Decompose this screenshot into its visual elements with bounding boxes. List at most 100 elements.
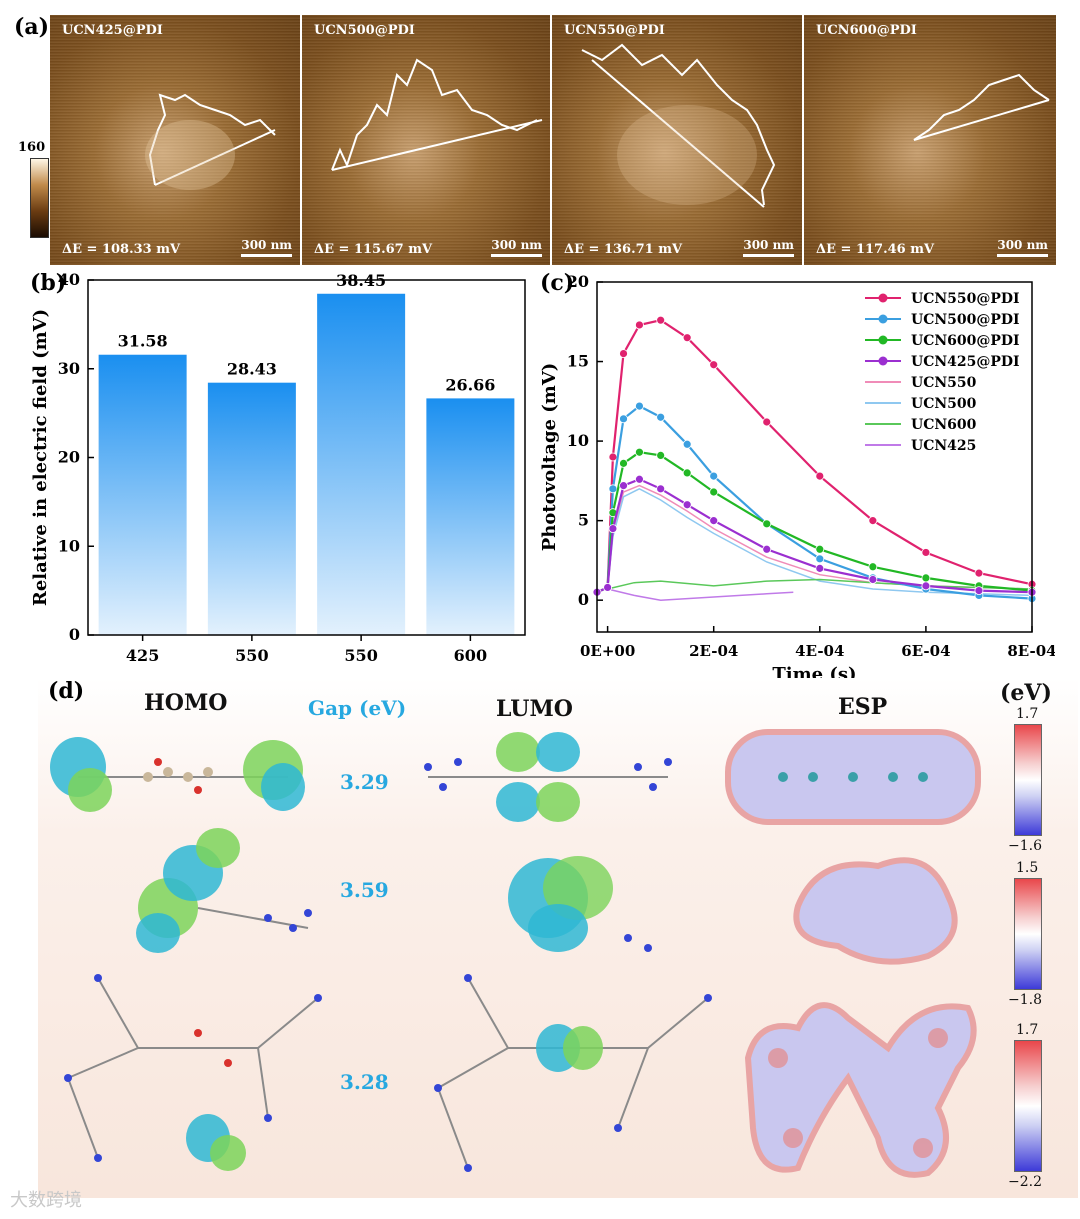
homo-orbital-1: [50, 737, 305, 812]
afm-scalebar: 300 nm: [743, 238, 794, 257]
data-point: [815, 563, 825, 573]
afm-title: UCN425@PDI: [62, 23, 163, 38]
data-point: [635, 474, 644, 484]
afm-image-ucn550: UCN550@PDI ΔE = 136.71 mV 300 nm: [552, 15, 802, 265]
y-tick-label: 10: [58, 536, 80, 555]
x-tick-label: 6E-04: [901, 642, 950, 660]
data-point: [921, 548, 931, 557]
data-point: [815, 471, 825, 481]
data-point: [868, 516, 878, 526]
data-point: [974, 586, 984, 596]
y-tick-label: 0: [69, 625, 80, 644]
data-point: [709, 516, 719, 526]
gap-value: 3.59: [340, 878, 389, 902]
y-tick-label: 40: [58, 270, 80, 289]
series-line: [596, 319, 1033, 594]
legend-label: UCN600: [911, 417, 977, 433]
x-tick-label: 425: [126, 646, 159, 665]
bar: [426, 398, 515, 635]
esp-scale-max: 1.5: [1016, 860, 1039, 876]
afm-scalebar: 300 nm: [997, 238, 1048, 257]
x-tick-label: 550: [344, 646, 377, 665]
panel-label-d: (d): [48, 678, 85, 704]
data-point: [709, 360, 719, 370]
data-point: [603, 583, 613, 592]
data-point: [619, 458, 628, 468]
legend-label: UCN550@PDI: [911, 291, 1020, 307]
esp-surface-1: [725, 729, 981, 825]
bar-value-label: 28.43: [227, 360, 277, 379]
data-point: [974, 568, 984, 578]
data-point: [762, 519, 772, 529]
afm-image-ucn600: UCN600@PDI ΔE = 117.46 mV 300 nm: [804, 15, 1056, 265]
afm-colorbar: [30, 158, 49, 238]
afm-delta-e: ΔE = 115.67 mV: [314, 242, 433, 257]
afm-delta-e: ΔE = 108.33 mV: [62, 242, 181, 257]
legend-label: UCN600@PDI: [911, 333, 1020, 349]
x-tick-label: 8E-04: [1007, 642, 1055, 660]
panel-label-c: (c): [540, 270, 575, 296]
gap-value: 3.28: [340, 1070, 389, 1094]
x-tick-label: 0E+00: [580, 642, 635, 660]
data-point: [608, 484, 618, 494]
esp-surface-2: [793, 857, 958, 965]
data-point: [868, 575, 878, 584]
afm-image-ucn425: UCN425@PDI ΔE = 108.33 mV 300 nm: [50, 15, 300, 265]
panel-label-b: (b): [30, 270, 67, 296]
data-point: [635, 401, 644, 411]
esp-scale-min: −2.2: [1008, 1174, 1042, 1190]
watermark: 大数跨境: [10, 1190, 82, 1211]
legend-marker: [878, 293, 888, 303]
esp-colorbar: [1014, 724, 1042, 836]
gap-heading: Gap (eV): [308, 696, 407, 720]
y-axis-label: Relative in electric field (mV): [30, 309, 51, 606]
esp-scale-max: 1.7: [1016, 1022, 1039, 1038]
data-point: [815, 544, 825, 554]
molecular-panel: HOMO Gap (eV) LUMO ESP (eV) 3.29 3.59 3.…: [38, 678, 1078, 1198]
data-point: [656, 412, 666, 422]
x-tick-label: 2E-04: [689, 642, 738, 660]
data-point: [815, 554, 825, 564]
legend-marker: [878, 356, 888, 366]
y-tick-label: 30: [58, 359, 80, 378]
legend-marker: [878, 335, 888, 345]
plot-frame: [596, 281, 1033, 633]
data-point: [762, 544, 772, 554]
esp-scale-min: −1.6: [1008, 838, 1042, 854]
afm-title: UCN500@PDI: [314, 23, 415, 38]
legend-label: UCN425: [911, 438, 976, 454]
data-point: [921, 573, 931, 583]
data-point: [921, 581, 931, 591]
data-point: [608, 524, 618, 533]
legend-marker: [878, 314, 888, 324]
lumo-heading: LUMO: [496, 696, 573, 722]
y-tick-label: 0: [578, 590, 589, 609]
y-tick-label: 10: [567, 431, 589, 450]
data-point: [709, 487, 719, 497]
afm-scalebar: 300 nm: [241, 238, 292, 257]
legend-label: UCN550: [911, 375, 977, 391]
x-tick-label: 4E-04: [795, 642, 844, 660]
y-tick-label: 15: [567, 352, 589, 371]
homo-orbital-2: [136, 828, 312, 953]
esp-surface-3: [744, 1002, 977, 1178]
data-point: [619, 349, 628, 358]
esp-heading: ESP: [838, 694, 888, 720]
series-line: [596, 404, 1033, 600]
esp-scale-min: −1.8: [1008, 992, 1042, 1008]
data-point: [608, 452, 618, 462]
data-point: [682, 500, 692, 510]
esp-colorbar: [1014, 1040, 1042, 1172]
y-tick-label: 20: [567, 272, 589, 291]
lumo-orbital-3: [434, 974, 712, 1172]
data-point: [709, 471, 719, 481]
data-point: [762, 417, 772, 427]
afm-title: UCN600@PDI: [816, 23, 917, 38]
lumo-orbital-1: [424, 732, 672, 822]
series-line: [606, 484, 1033, 590]
esp-scale-max: 1.7: [1016, 706, 1039, 722]
series-line: [607, 578, 1033, 590]
data-point: [682, 468, 692, 478]
